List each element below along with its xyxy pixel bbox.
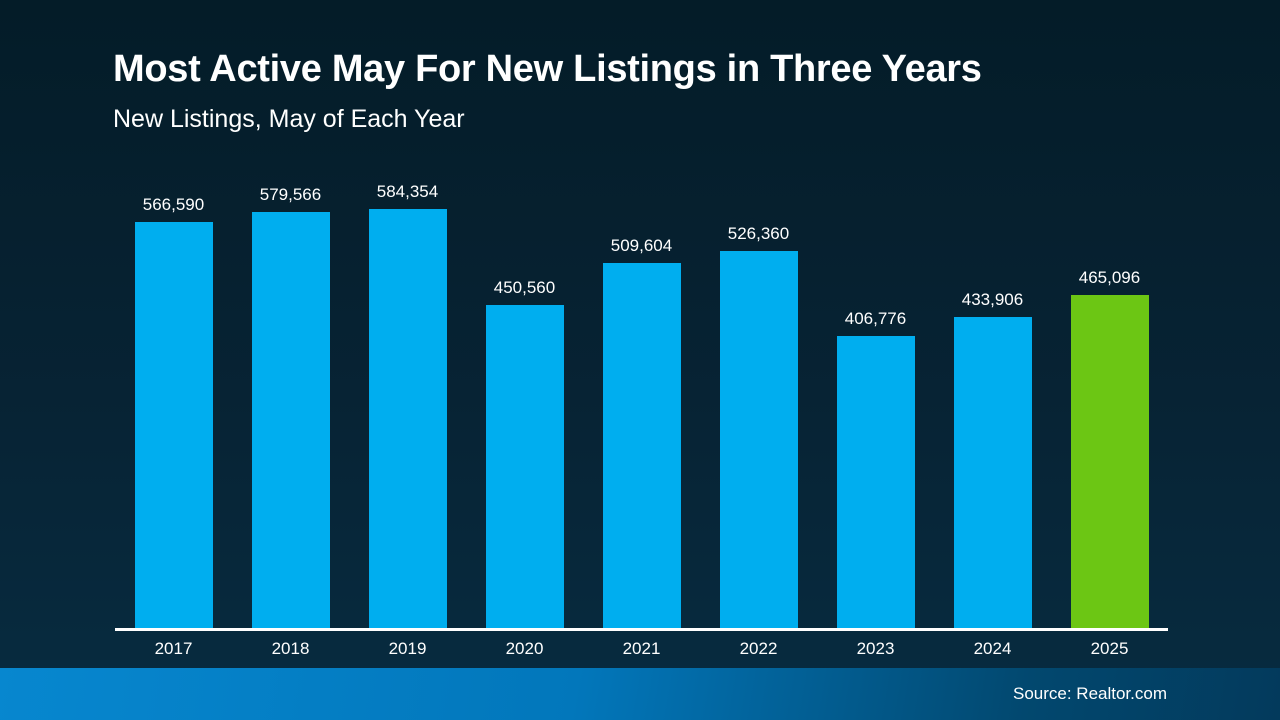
x-axis-label-2019: 2019 (388, 639, 427, 658)
bar-value-label: 566,590 (142, 195, 205, 214)
bar-column-2024: 433,906 (934, 290, 1051, 628)
bar-2025 (1070, 295, 1149, 628)
bar-value-label: 406,776 (844, 309, 907, 328)
x-axis-label-2020: 2020 (505, 639, 544, 658)
x-axis-label-2018: 2018 (271, 639, 310, 658)
x-axis-label-2017: 2017 (154, 639, 193, 658)
bar-column-2023: 406,776 (817, 309, 934, 628)
bar-chart: 566,590 579,566 584,354 450,560 509,604 526,3… (115, 160, 1168, 658)
bar-value-label: 465,096 (1078, 268, 1141, 287)
bar-2023 (836, 336, 915, 628)
source-credit: Source: Realtor.com (1012, 684, 1167, 703)
bar-column-2018: 579,566 (232, 185, 349, 628)
x-axis: 2017 2018 2019 2020 2021 2022 2023 2024 2025 (115, 639, 1168, 659)
bar-2024 (953, 317, 1032, 628)
x-axis-label-2024: 2024 (973, 639, 1012, 658)
x-axis-label-2025: 2025 (1090, 639, 1129, 658)
x-axis-label-2022: 2022 (739, 639, 778, 658)
bar-2017 (134, 222, 213, 628)
bar-column-2019: 584,354 (349, 182, 466, 628)
bar-column-2022: 526,360 (700, 224, 817, 628)
chart-subtitle: New Listings, May of Each Year (113, 105, 465, 133)
bar-column-2021: 509,604 (583, 236, 700, 628)
bars-area: 566,590 579,566 584,354 450,560 509,604 526,3… (115, 160, 1168, 628)
bar-value-label: 579,566 (259, 185, 322, 204)
bar-value-label: 526,360 (727, 224, 790, 243)
bar-2020 (485, 305, 564, 628)
bar-column-2020: 450,560 (466, 278, 583, 628)
x-axis-label-2021: 2021 (622, 639, 661, 658)
bar-column-2025: 465,096 (1051, 268, 1168, 628)
bar-column-2017: 566,590 (115, 195, 232, 628)
bar-2018 (251, 212, 330, 628)
bar-value-label: 584,354 (376, 182, 439, 201)
bar-value-label: 433,906 (961, 290, 1024, 309)
bar-2022 (719, 251, 798, 628)
bar-2019 (368, 209, 447, 628)
x-axis-label-2023: 2023 (856, 639, 895, 658)
bar-2021 (602, 263, 681, 628)
bar-value-label: 509,604 (610, 236, 673, 255)
footer-band: Source: Realtor.com (0, 668, 1280, 720)
bar-value-label: 450,560 (493, 278, 556, 297)
chart-title: Most Active May For New Listings in Thre… (113, 48, 982, 90)
